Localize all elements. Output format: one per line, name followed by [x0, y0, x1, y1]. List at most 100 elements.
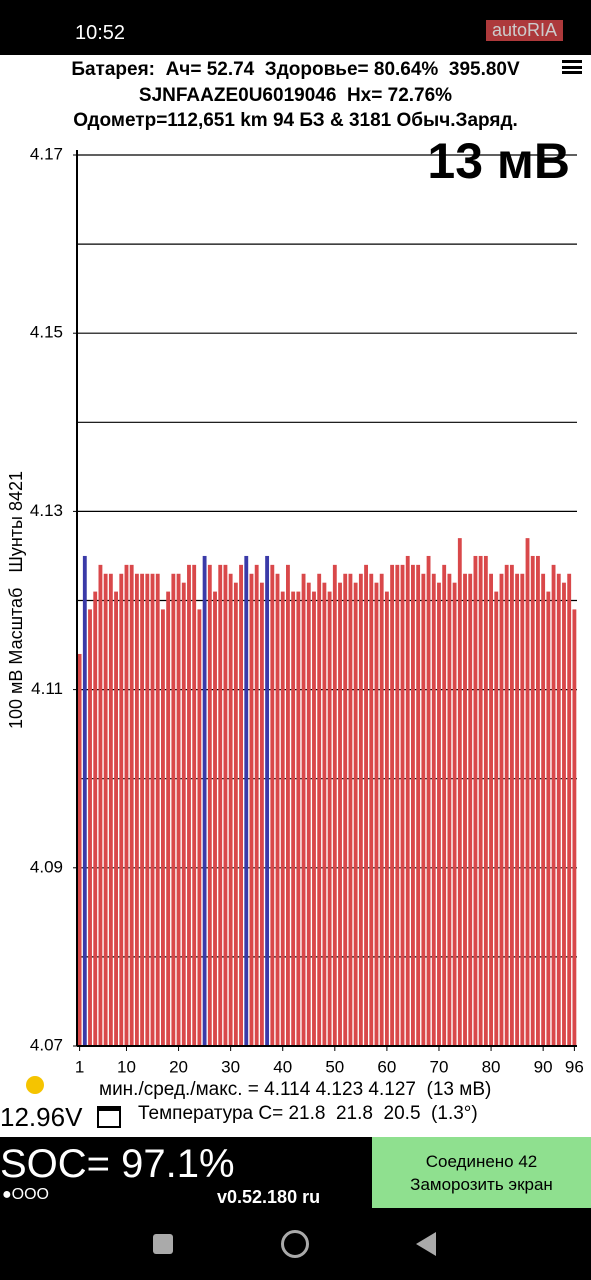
y-axis-title: 100 мВ Масштаб Шунты 8421: [6, 471, 26, 729]
bar: [437, 582, 441, 1046]
bar: [400, 564, 405, 1046]
bar: [306, 582, 311, 1046]
connection-status: Соединено 42: [425, 1152, 538, 1171]
bar: [343, 573, 348, 1046]
bar: [312, 591, 316, 1046]
bar: [546, 591, 551, 1046]
x-tick-label: 80: [482, 1057, 501, 1076]
bulb-icon: [26, 1076, 44, 1094]
bar: [358, 573, 363, 1046]
bar: [348, 573, 353, 1046]
bar: [504, 564, 509, 1046]
x-tick-label: 30: [221, 1057, 240, 1076]
bar: [82, 555, 87, 1046]
home-button[interactable]: [281, 1230, 309, 1258]
y-tick-label: 4.09: [30, 857, 63, 876]
x-tick-label: 10: [117, 1057, 136, 1076]
freeze-label: Заморозить экран: [410, 1175, 553, 1194]
bar: [197, 609, 202, 1046]
bar: [536, 555, 540, 1046]
bar: [259, 582, 264, 1046]
bar: [515, 573, 520, 1046]
bar: [473, 555, 478, 1046]
bar: [77, 653, 82, 1046]
bar: [129, 564, 134, 1046]
bar: [114, 591, 118, 1046]
x-tick-label: 20: [169, 1057, 188, 1076]
bar: [228, 573, 233, 1046]
chart: 13 мВ 100 мВ Масштаб Шунты 8421 4.07 4.09…: [6, 133, 584, 1076]
bar: [124, 564, 129, 1046]
bar: [322, 582, 327, 1046]
bar: [202, 555, 207, 1046]
bar: [88, 609, 92, 1046]
bar: [218, 564, 223, 1046]
bar: [494, 591, 499, 1046]
bar: [463, 573, 467, 1046]
bar: [426, 555, 431, 1046]
bar: [119, 573, 124, 1046]
bar: [327, 591, 332, 1046]
back-button[interactable]: [416, 1232, 436, 1256]
x-tick-label: 96: [565, 1057, 584, 1076]
y-tick-label: 4.15: [30, 323, 63, 342]
watermark: autoRIA: [486, 20, 564, 41]
bar: [452, 582, 457, 1046]
bar: [499, 573, 504, 1046]
bar: [233, 582, 238, 1046]
bar: [207, 564, 212, 1046]
bar: [457, 538, 462, 1046]
bar: [317, 573, 322, 1046]
bar: [379, 573, 384, 1046]
bar: [286, 564, 290, 1046]
bar: [280, 591, 285, 1046]
bar: [213, 591, 217, 1046]
x-tick-label: 60: [377, 1057, 396, 1076]
header-line: Одометр=112,651 km 94 БЗ & 3181 Обыч.Зар…: [73, 110, 518, 131]
bar: [483, 555, 488, 1046]
bar: [421, 573, 426, 1046]
bar: [431, 573, 436, 1046]
bar: [244, 555, 249, 1046]
x-tick-label: 40: [273, 1057, 292, 1076]
bar: [223, 564, 228, 1046]
bar: [187, 564, 191, 1046]
bar: [98, 564, 103, 1046]
bar: [296, 591, 301, 1046]
bar: [530, 555, 535, 1046]
bar: [239, 564, 243, 1046]
nav-bar: [0, 1208, 591, 1280]
bar: [353, 582, 358, 1046]
bar: [572, 609, 577, 1046]
bar: [369, 573, 374, 1046]
bar: [301, 573, 306, 1046]
y-tick-label: 4.17: [30, 144, 63, 163]
bar: [525, 538, 530, 1046]
x-tick-label: 50: [325, 1057, 344, 1076]
bar: [155, 573, 160, 1046]
freeze-button[interactable]: Соединено 42 Заморозить экран: [372, 1137, 591, 1208]
recents-button[interactable]: [153, 1234, 173, 1254]
bar: [291, 591, 296, 1046]
version: v0.52.180 ru: [217, 1187, 321, 1207]
bar: [442, 564, 447, 1046]
bar: [395, 564, 400, 1046]
bar: [275, 573, 280, 1046]
bar: [145, 573, 150, 1046]
bar: [384, 591, 389, 1046]
bar: [134, 573, 139, 1046]
menu-icon[interactable]: [562, 60, 582, 74]
bar: [541, 573, 546, 1046]
y-tick-label: 4.11: [31, 679, 63, 698]
bar: [416, 564, 421, 1046]
bar: [551, 564, 556, 1046]
bar: [171, 573, 176, 1046]
stats-summary: мин./сред./макс. = 4.114 4.123 4.127 (13…: [99, 1079, 492, 1100]
bar: [468, 573, 473, 1046]
clock: 10:52: [75, 22, 126, 44]
bar: [567, 573, 572, 1046]
voltage: 12.96V: [0, 1102, 83, 1132]
calendar-icon: [97, 1106, 121, 1128]
bar: [108, 573, 113, 1046]
